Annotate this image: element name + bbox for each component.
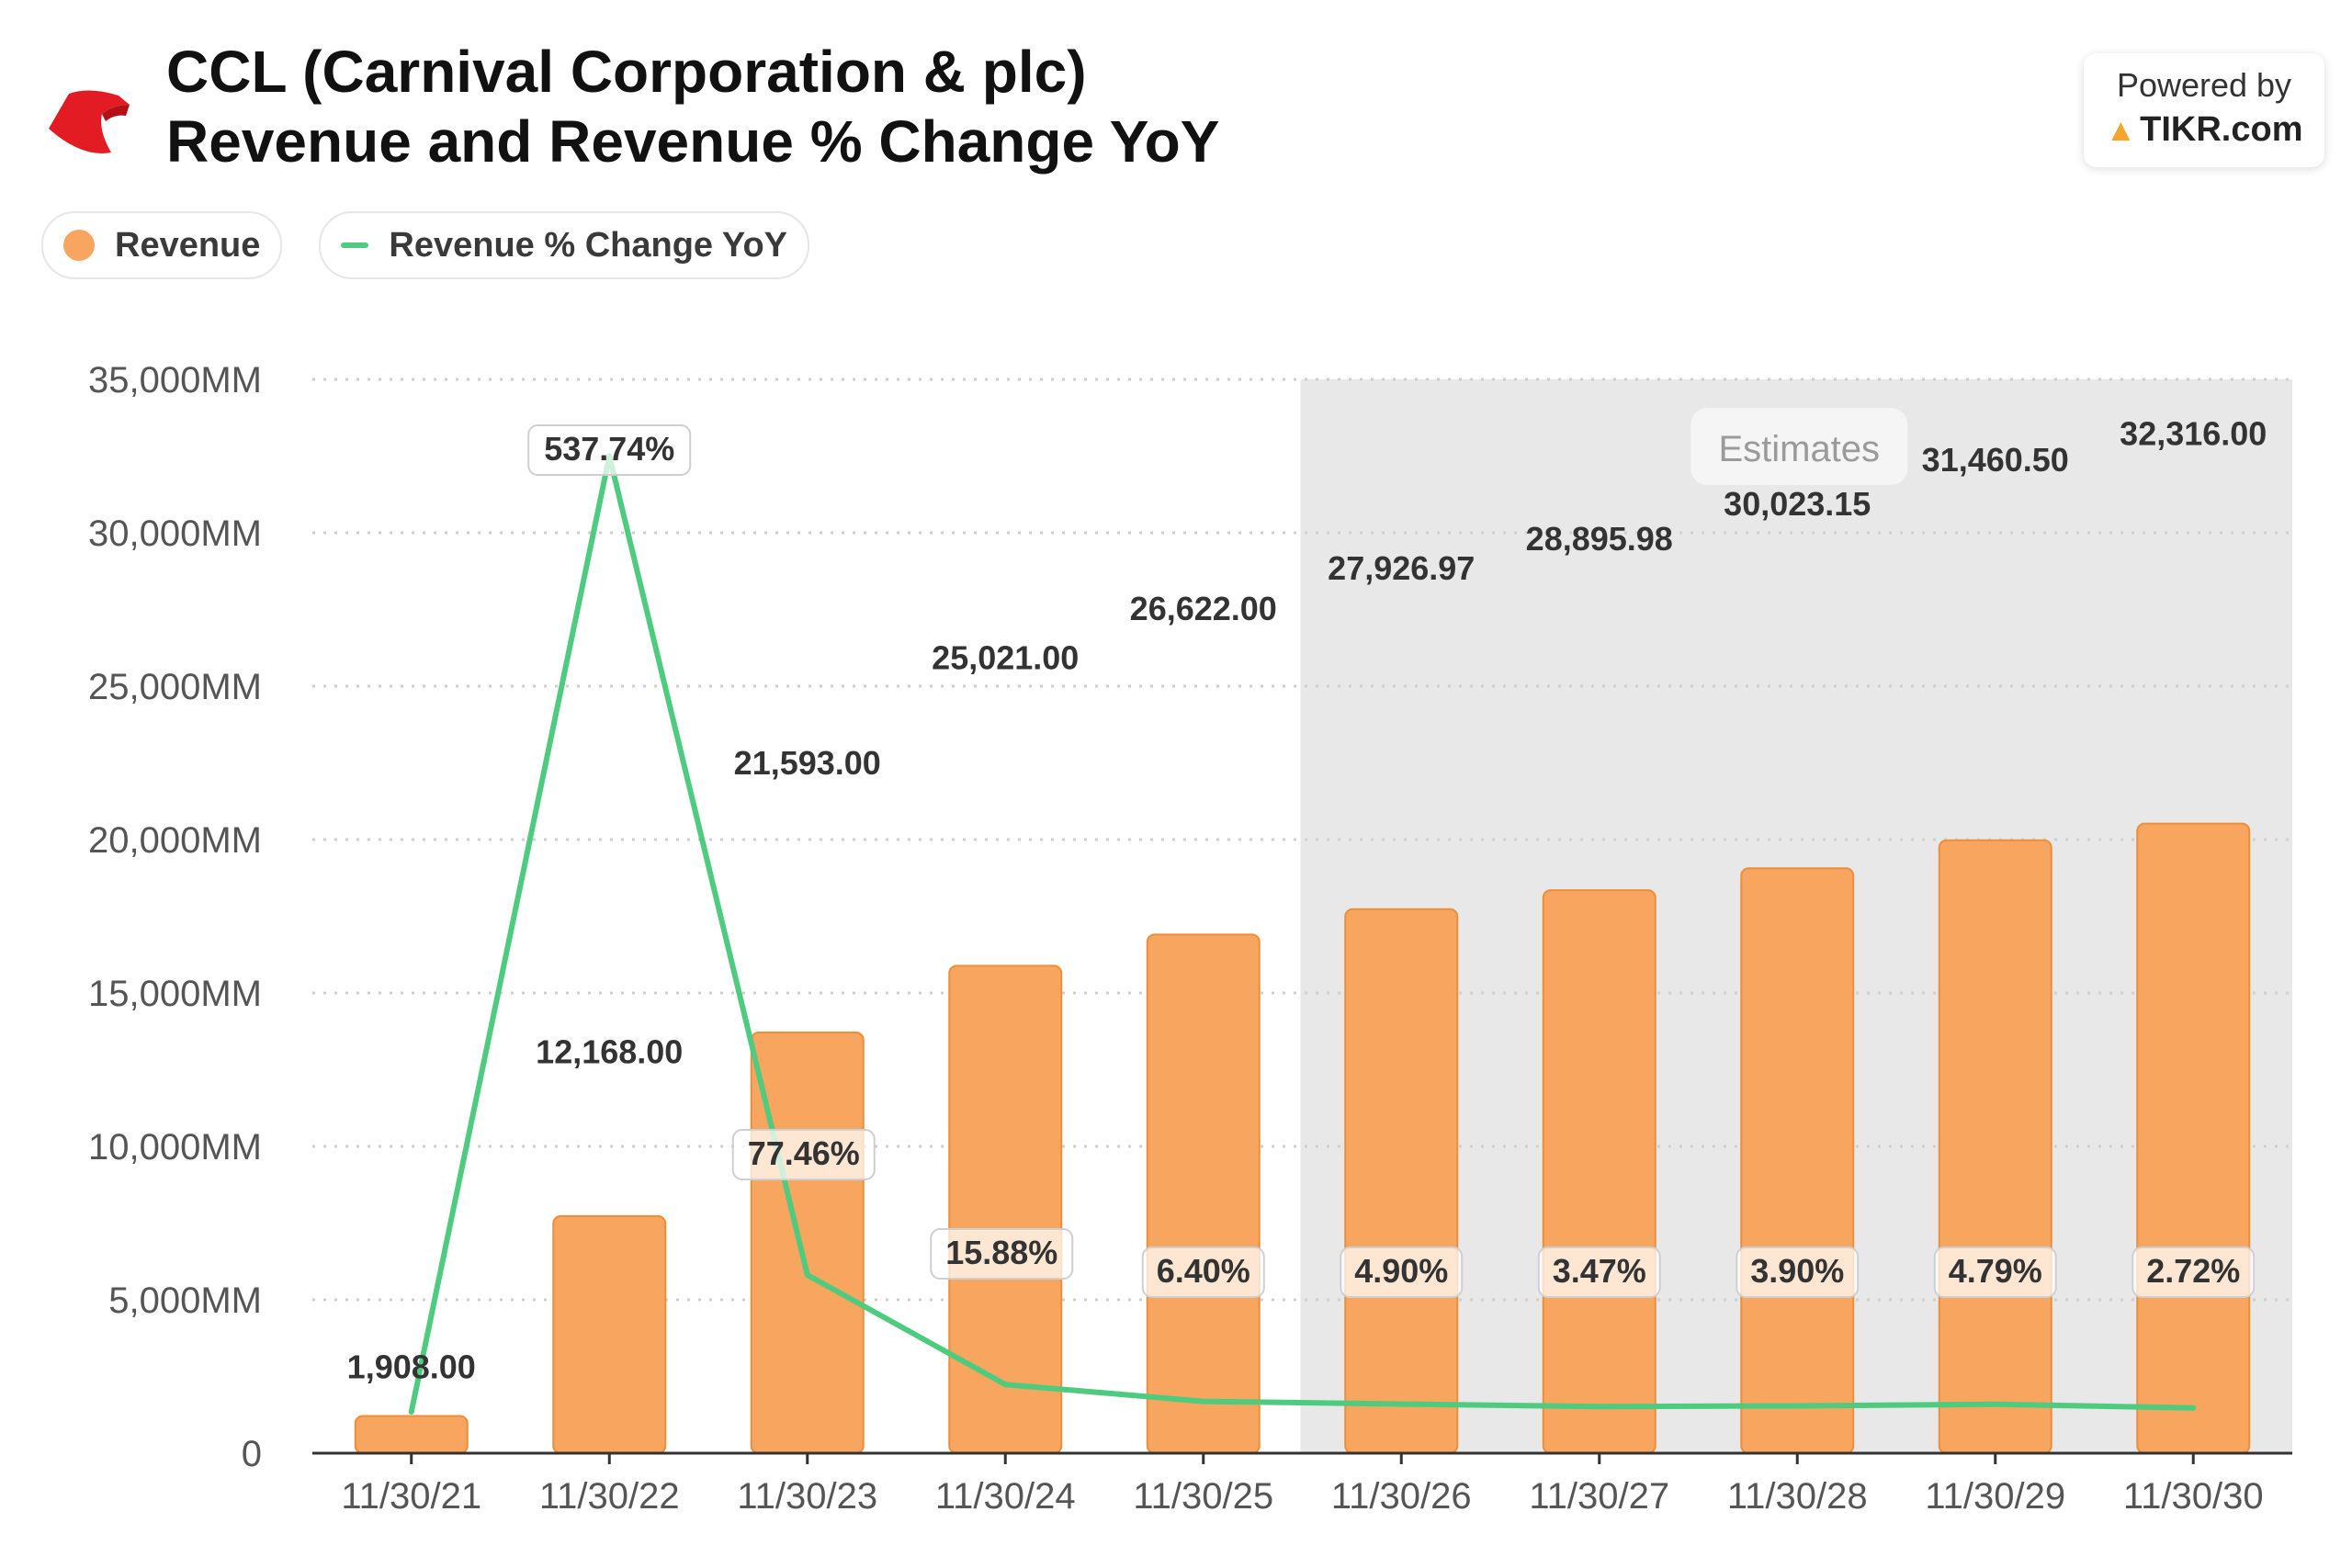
- revenue-data-label: 12,168.00: [536, 1033, 683, 1071]
- x-tick-label: 11/30/21: [341, 1476, 481, 1517]
- revenue-bar[interactable]: [1146, 933, 1261, 1454]
- legend-item-yoy[interactable]: Revenue % Change YoY: [319, 211, 810, 279]
- title-line-1: CCL (Carnival Corporation & plc): [166, 39, 1087, 105]
- yoy-data-label: 77.46%: [748, 1134, 860, 1172]
- yoy-data-label: 4.90%: [1354, 1252, 1448, 1290]
- powered-by-text: Powered by: [2116, 66, 2292, 104]
- title-line-2: Revenue and Revenue % Change YoY: [166, 108, 1220, 175]
- revenue-bar[interactable]: [354, 1415, 469, 1454]
- revenue-data-label: 25,021.00: [932, 638, 1079, 676]
- tikr-triangle-icon: ▲: [2105, 113, 2137, 148]
- yoy-label-box: [1933, 1247, 2057, 1298]
- y-tick-label: 10,000MM: [88, 1127, 262, 1168]
- yoy-label-box: [1340, 1247, 1464, 1298]
- yoy-data-label: 6.40%: [1157, 1252, 1250, 1290]
- yoy-label-box: [1736, 1247, 1860, 1298]
- legend-yoy-label: Revenue % Change YoY: [389, 225, 788, 265]
- carnival-logo-icon: [49, 90, 130, 153]
- legend-item-revenue[interactable]: Revenue: [41, 211, 283, 279]
- x-tick-label: 11/30/26: [1331, 1476, 1472, 1517]
- logo-funnel-wing: [102, 105, 130, 121]
- yoy-data-label: 3.90%: [1750, 1252, 1844, 1290]
- revenue-bar[interactable]: [1542, 889, 1657, 1454]
- yoy-swatch-icon: [341, 243, 369, 248]
- tikr-site-text: TIKR.com: [2140, 110, 2303, 149]
- y-tick-label: 0: [242, 1434, 262, 1474]
- chart-legend: Revenue Revenue % Change YoY: [41, 211, 810, 279]
- revenue-swatch-icon: [63, 230, 95, 261]
- chart-title: CCL (Carnival Corporation & plc) Revenue…: [166, 37, 1219, 176]
- revenue-bar[interactable]: [1740, 867, 1855, 1454]
- revenue-data-label: 30,023.15: [1724, 485, 1871, 523]
- yoy-label-box: [527, 424, 692, 476]
- x-tick-label: 11/30/25: [1133, 1476, 1273, 1517]
- yoy-data-label: 3.47%: [1553, 1252, 1646, 1290]
- revenue-bar[interactable]: [552, 1214, 667, 1454]
- revenue-bar[interactable]: [2136, 822, 2251, 1454]
- y-tick-label: 5,000MM: [108, 1280, 262, 1321]
- x-tick-label: 11/30/29: [1925, 1476, 2065, 1517]
- yoy-data-label: 4.79%: [1949, 1252, 2042, 1290]
- yoy-label-box: [731, 1129, 876, 1180]
- revenue-data-label: 1,908.00: [347, 1348, 476, 1385]
- revenue-bar[interactable]: [948, 964, 1063, 1454]
- revenue-bar[interactable]: [750, 1032, 865, 1454]
- y-tick-label: 20,000MM: [88, 820, 262, 861]
- y-tick-label: 30,000MM: [88, 513, 262, 554]
- revenue-data-label: 26,622.00: [1130, 590, 1277, 627]
- x-tick-label: 11/30/23: [737, 1476, 877, 1517]
- revenue-data-label: 31,460.50: [1922, 441, 2069, 479]
- yoy-label-box: [1537, 1247, 1661, 1298]
- yoy-label-box: [930, 1228, 1074, 1280]
- x-tick-label: 11/30/30: [2123, 1476, 2264, 1517]
- y-tick-label: 35,000MM: [88, 360, 262, 400]
- estimates-badge: [1690, 408, 1908, 485]
- revenue-bar[interactable]: [1344, 908, 1459, 1454]
- yoy-data-label: 15.88%: [945, 1234, 1057, 1271]
- revenue-bar[interactable]: [1938, 839, 2052, 1454]
- x-tick-label: 11/30/22: [539, 1476, 680, 1517]
- y-tick-label: 25,000MM: [88, 667, 262, 707]
- y-tick-label: 15,000MM: [88, 974, 262, 1014]
- yoy-label-box: [1141, 1247, 1265, 1298]
- powered-by-badge[interactable]: Powered by ▲ TIKR.com: [2084, 53, 2324, 167]
- yoy-data-label: 2.72%: [2146, 1252, 2240, 1290]
- yoy-line[interactable]: [408, 453, 2197, 1416]
- yoy-data-label: 537.74%: [544, 430, 674, 468]
- revenue-data-label: 27,926.97: [1328, 549, 1475, 587]
- x-tick-label: 11/30/27: [1529, 1476, 1669, 1517]
- x-tick-label: 11/30/24: [935, 1476, 1076, 1517]
- x-tick-label: 11/30/28: [1727, 1476, 1868, 1517]
- revenue-data-label: 32,316.00: [2120, 415, 2267, 453]
- revenue-data-label: 28,895.98: [1526, 520, 1673, 558]
- yoy-label-box: [2132, 1247, 2256, 1298]
- revenue-data-label: 21,593.00: [734, 744, 881, 782]
- estimates-label: Estimates: [1718, 429, 1880, 469]
- legend-revenue-label: Revenue: [115, 225, 261, 265]
- logo-funnel-shape: [49, 90, 130, 153]
- tikr-brand: ▲ TIKR.com: [2084, 110, 2324, 150]
